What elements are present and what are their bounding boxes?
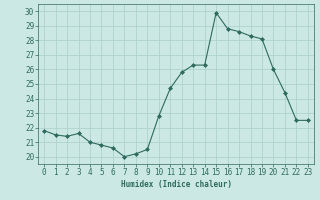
X-axis label: Humidex (Indice chaleur): Humidex (Indice chaleur) <box>121 180 231 189</box>
